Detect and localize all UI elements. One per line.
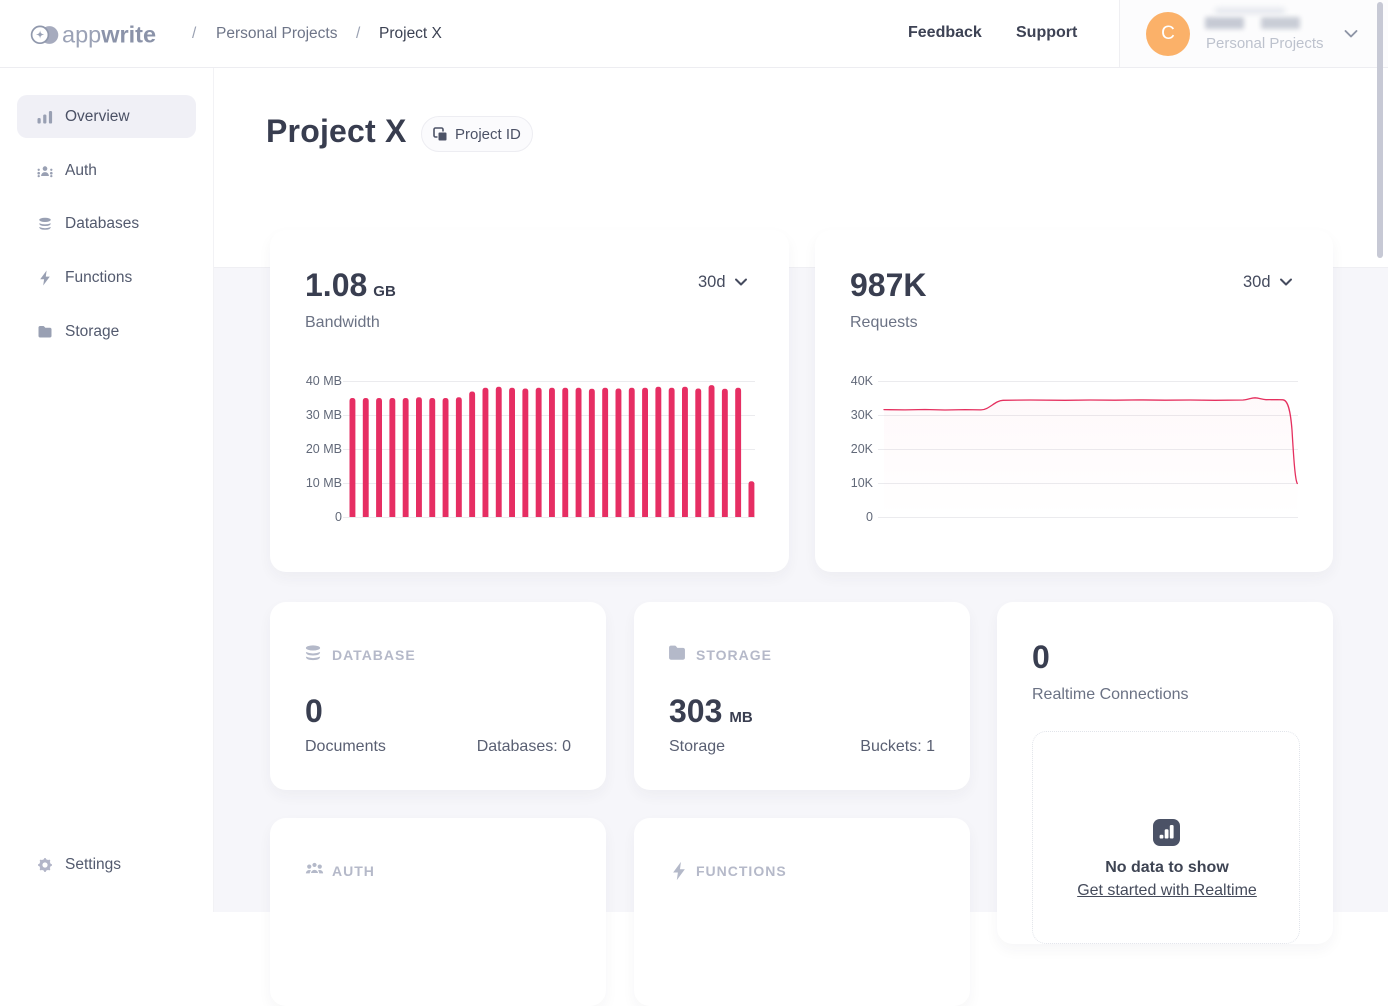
svg-text:appwrite: appwrite bbox=[62, 22, 156, 48]
svg-text:20 MB: 20 MB bbox=[306, 442, 342, 456]
svg-text:10 MB: 10 MB bbox=[306, 476, 342, 490]
svg-text:30K: 30K bbox=[851, 408, 874, 422]
svg-text:20K: 20K bbox=[851, 442, 874, 456]
svg-text:40 MB: 40 MB bbox=[306, 374, 342, 388]
svg-text:0: 0 bbox=[866, 510, 873, 524]
svg-text:10K: 10K bbox=[851, 476, 874, 490]
svg-text:30 MB: 30 MB bbox=[306, 408, 342, 422]
svg-text:0: 0 bbox=[335, 510, 342, 524]
svg-text:40K: 40K bbox=[851, 374, 874, 388]
